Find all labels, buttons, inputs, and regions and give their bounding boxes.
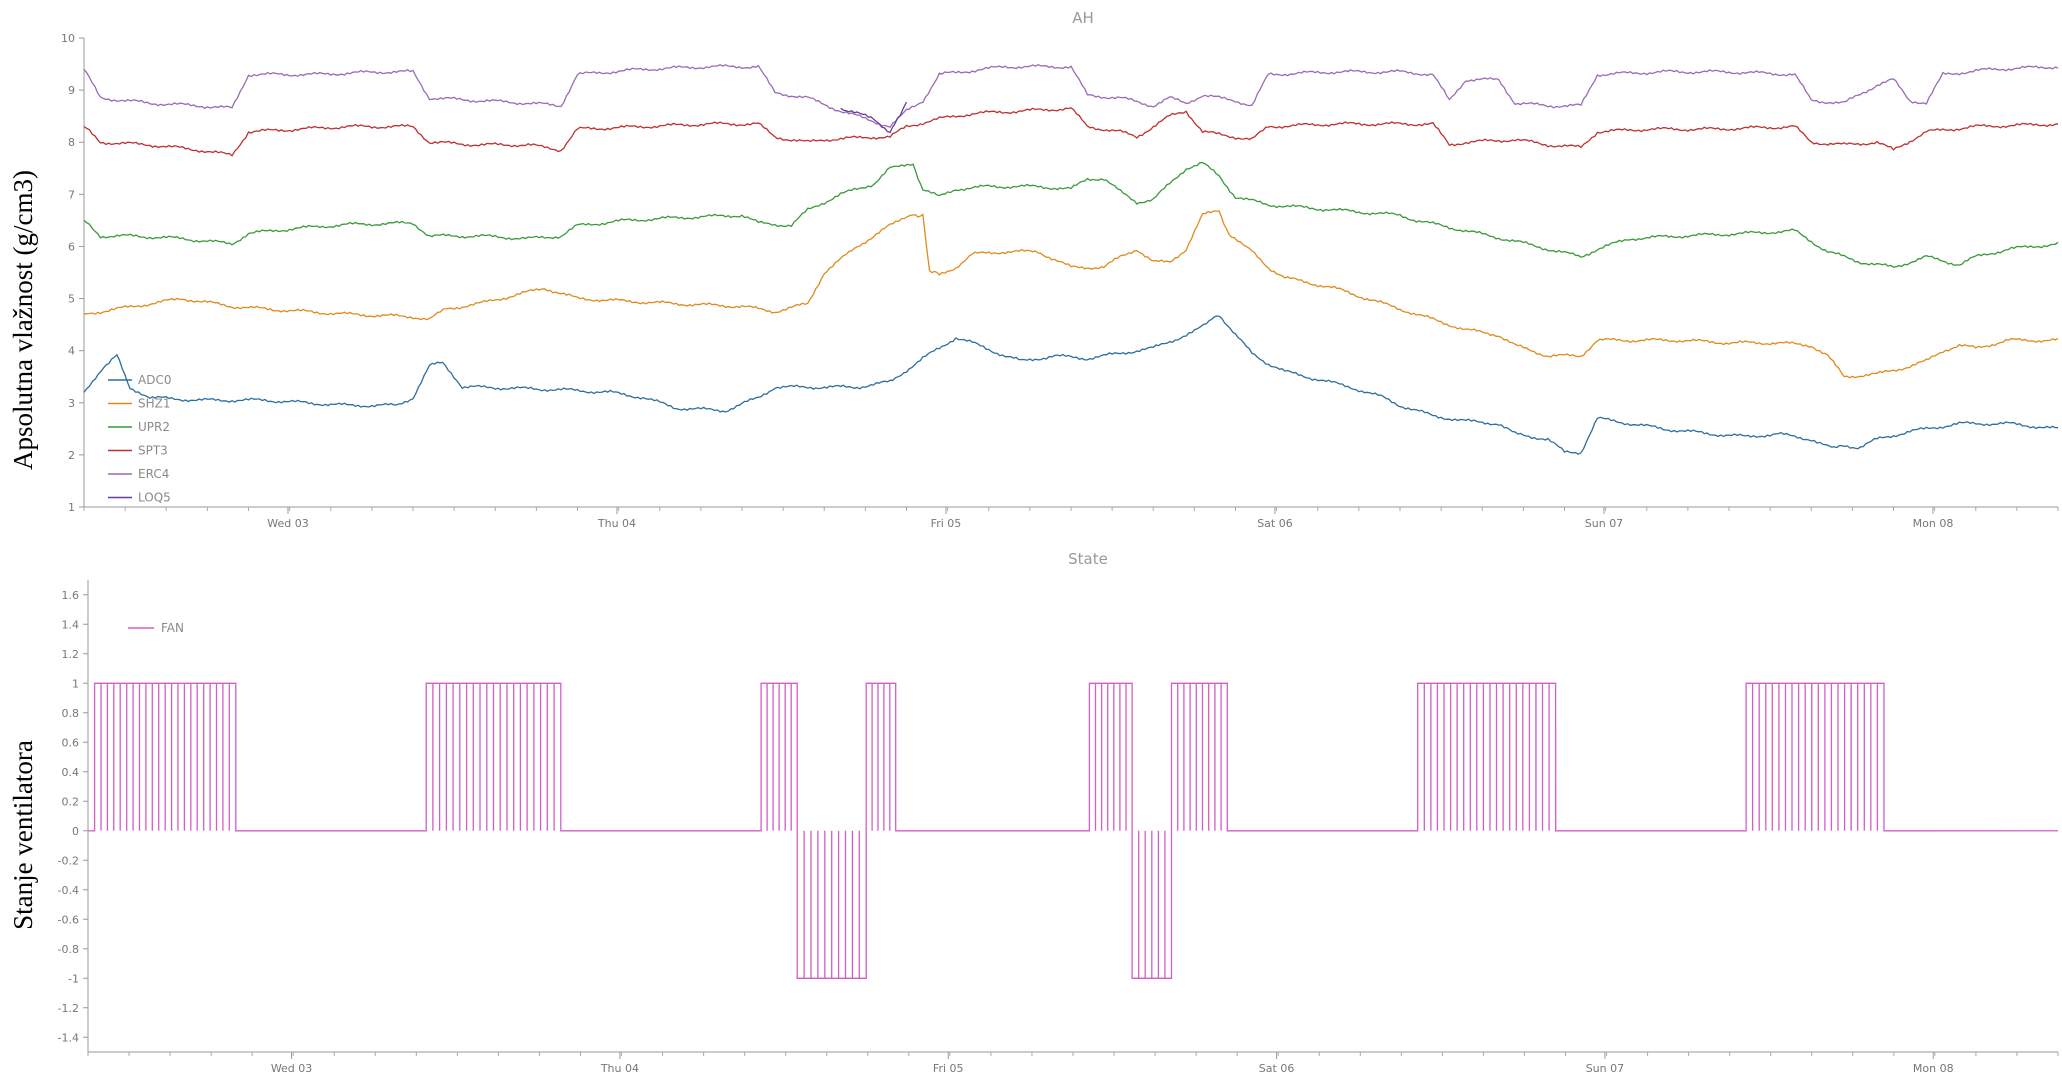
series-group-state <box>87 682 2059 979</box>
ah-x-tick-label: Sat 06 <box>1257 517 1293 530</box>
state-y-tick-label: 1.4 <box>62 618 80 631</box>
state-y-tick-label: 0.2 <box>62 795 80 808</box>
state-x-tick-label: Thu 04 <box>600 1062 639 1073</box>
axes-ah: 1 2 3 4 5 6 7 8 9 10 Wed 03 Thu 04 Fri 05 Sat 06 Sun 0… <box>61 32 2059 530</box>
chart-title-ah: AH <box>1072 9 1094 27</box>
series-line-spt3 <box>83 107 2059 157</box>
legend-label-spt3: SPT3 <box>138 444 168 458</box>
state-y-tick-label: 0 <box>72 825 79 838</box>
ah-y-tick-label: 4 <box>68 345 75 358</box>
ah-x-tick-label: Mon 08 <box>1913 517 1954 530</box>
ah-x-tick-label: Sun 07 <box>1585 517 1623 530</box>
series-line-erc4 <box>83 63 2059 128</box>
ah-y-tick-label: 10 <box>61 32 75 45</box>
state-x-tick-label: Fri 05 <box>933 1062 964 1073</box>
ah-x-tick-label: Fri 05 <box>931 517 962 530</box>
state-y-tick-label: 1 <box>72 677 79 690</box>
legend-label-adc0: ADC0 <box>138 373 171 387</box>
state-y-tick-label: 1.2 <box>62 648 80 661</box>
state-y-tick-label: -0.8 <box>58 943 79 956</box>
ah-y-tick-label: 6 <box>68 240 75 253</box>
ah-y-tick-label: 3 <box>68 397 75 410</box>
state-x-tick-label: Sun 07 <box>1586 1062 1624 1073</box>
ah-y-tick-label: 2 <box>68 449 75 462</box>
series-line-adc0 <box>83 315 2059 455</box>
y-axis-label-fan-state: Stanje ventilatora <box>8 740 38 930</box>
legend-label-loq5: LOQ5 <box>138 491 171 505</box>
chart-title-state: State <box>1068 550 1108 568</box>
legend-label-upr2: UPR2 <box>138 420 170 434</box>
legend-ah: ADC0 SHZ1 UPR2 SPT3 ERC4 LOQ5 <box>108 373 171 505</box>
ah-x-tick-label: Thu 04 <box>597 517 636 530</box>
state-y-tick-label: -1.4 <box>58 1031 79 1044</box>
state-y-tick-label: 0.6 <box>62 736 80 749</box>
state-y-tick-label: -0.6 <box>58 913 79 926</box>
state-y-tick-label: -1.2 <box>58 1002 79 1015</box>
ah-x-tick-label: Wed 03 <box>267 517 308 530</box>
y-axis-label-humidity: Apsolutna vlažnost (g/cm3) <box>8 170 38 470</box>
series-line-shz1 <box>83 210 2059 379</box>
legend-label-fan: FAN <box>161 621 184 635</box>
state-y-tick-label: 0.8 <box>62 707 80 720</box>
state-y-tick-label: -0.4 <box>58 884 79 897</box>
series-line-loq5 <box>840 101 908 134</box>
ah-y-tick-label: 9 <box>68 84 75 97</box>
legend-state: FAN <box>128 621 184 635</box>
chart-fan-state: State Stanje ventilatora 1.6 1.4 1.2 1 0.8 0.… <box>8 550 2059 1073</box>
legend-label-erc4: ERC4 <box>138 467 169 481</box>
ah-y-tick-label: 1 <box>68 501 75 514</box>
ah-y-tick-label: 7 <box>68 188 75 201</box>
state-y-tick-label: -1 <box>68 972 79 985</box>
state-x-tick-label: Mon 08 <box>1913 1062 1954 1073</box>
state-y-tick-label: -0.2 <box>58 854 79 867</box>
state-y-tick-label: 1.6 <box>62 589 80 602</box>
axes-state: 1.6 1.4 1.2 1 0.8 0.6 0.4 0.2 0 -0.2 -0.4 -0.6 -0.8 -… <box>58 580 2059 1073</box>
state-x-tick-label: Wed 03 <box>271 1062 312 1073</box>
state-y-tick-label: 0.4 <box>62 766 80 779</box>
ah-y-tick-label: 8 <box>68 136 75 149</box>
series-line-fan <box>87 682 2059 979</box>
state-x-tick-label: Sat 06 <box>1259 1062 1295 1073</box>
series-line-upr2 <box>83 162 2059 268</box>
ah-y-tick-label: 5 <box>68 293 75 306</box>
chart-absolute-humidity: AH Apsolutna vlažnost (g/cm3) 1234567891… <box>8 9 2059 530</box>
legend-label-shz1: SHZ1 <box>138 397 171 411</box>
series-group-ah <box>83 63 2059 455</box>
